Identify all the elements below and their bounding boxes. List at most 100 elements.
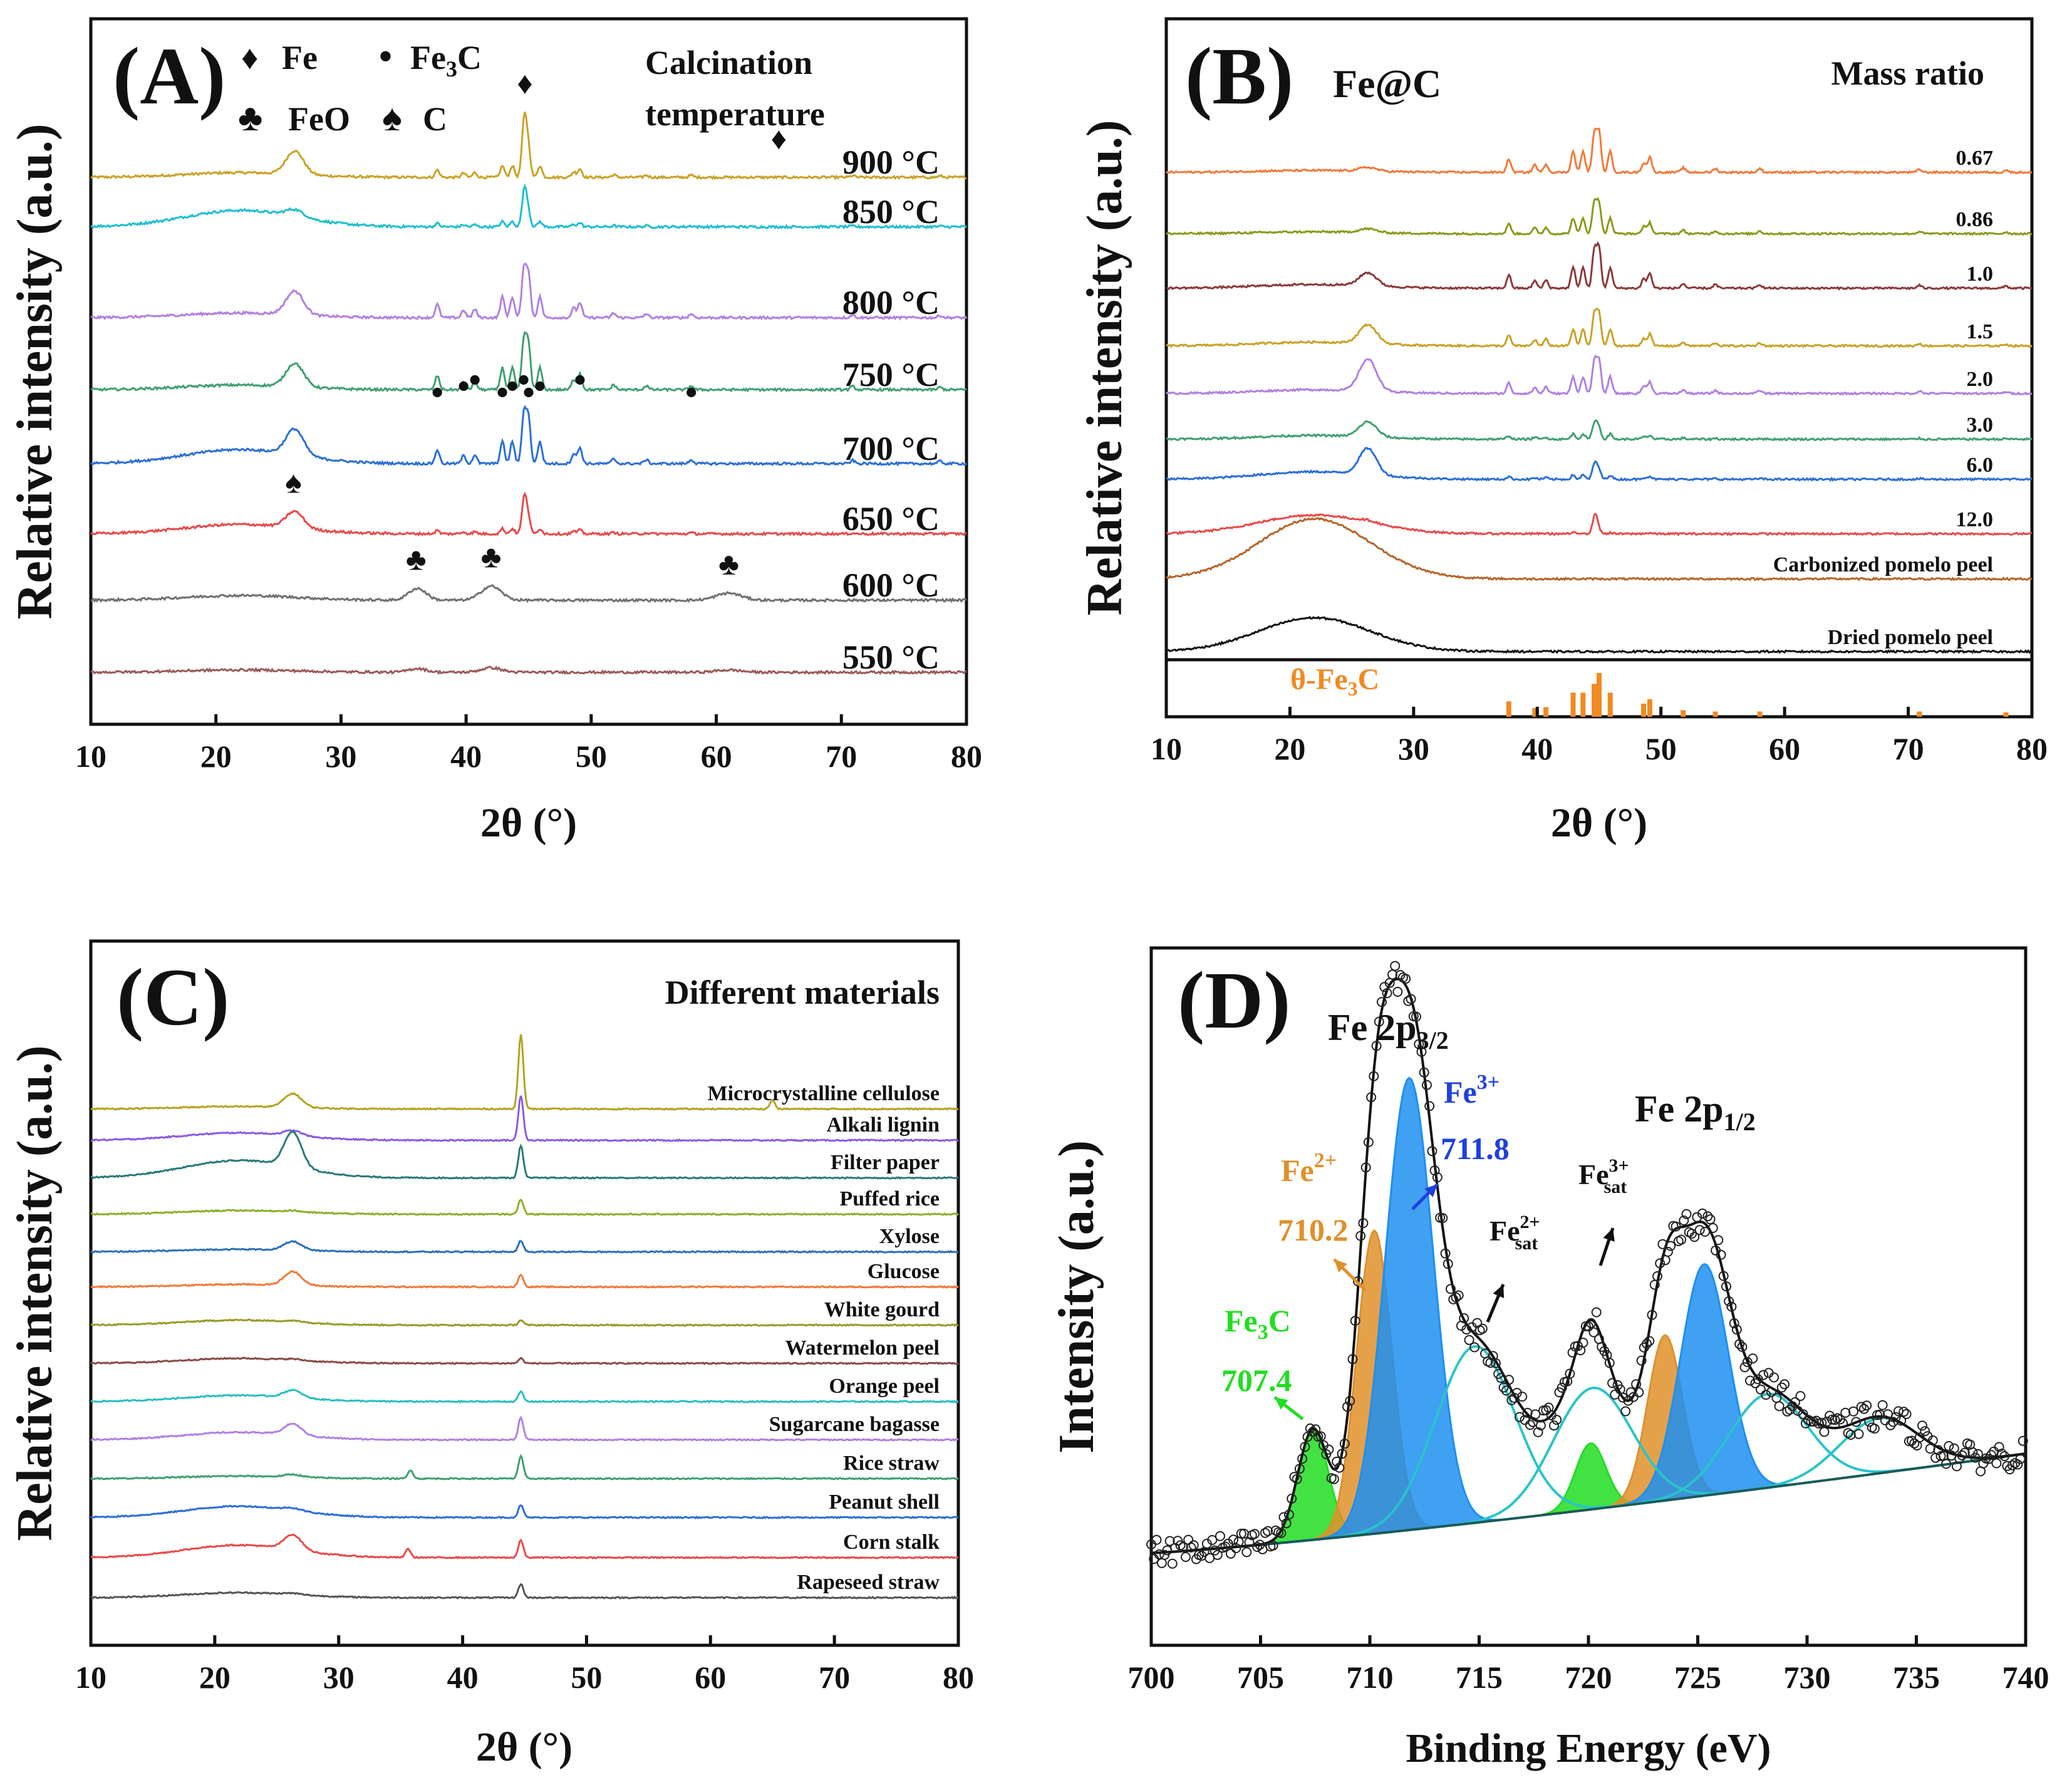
panel-d-data-point <box>1557 1382 1567 1393</box>
panel-c-trace-filter-paper <box>90 1130 959 1180</box>
panel-d-data-point <box>1604 1358 1615 1368</box>
panel-d-xtick-label-2: 710 <box>1347 1660 1394 1695</box>
panel-d-data-point <box>1671 1221 1681 1232</box>
panel-d-data-point <box>1263 1526 1273 1536</box>
panel-d-data-point <box>1959 1447 1970 1458</box>
legend-fe-label: Fe <box>282 39 318 76</box>
panel-d-data-point <box>1377 997 1387 1007</box>
panel-b-series-label-6-0: 6.0 <box>1967 454 1994 477</box>
panel-d-xlabel: Binding Energy (eV) <box>1406 1725 1771 1771</box>
panel-d-data-point <box>1403 996 1414 1006</box>
panel-d-data-point <box>1477 1323 1488 1334</box>
panel-d-data-point <box>1231 1543 1241 1553</box>
panel-d-data-point <box>1424 1101 1435 1111</box>
ref-peak-7 <box>1607 692 1613 717</box>
panel-d-data-point <box>1504 1375 1515 1385</box>
panel-c-trace-microcrystalline-cellulose <box>90 1034 959 1111</box>
panel-d-data-point <box>1748 1353 1758 1364</box>
panel-a-annotation-4: ♣ <box>481 539 502 574</box>
panel-d-fe3-value: 711.8 <box>1441 1131 1510 1166</box>
panel-d-fe3sat-arrow-head <box>1603 1228 1615 1242</box>
panel-d-data-point <box>1334 1462 1345 1473</box>
panel-d-data-point <box>1862 1400 1872 1411</box>
panel-c-title: Different materials <box>665 974 940 1011</box>
panel-d-data-point <box>1795 1391 1806 1402</box>
legend-fe3c-main: Fe <box>410 39 446 76</box>
panel-c-series-label-watermelon-peel: Watermelon peel <box>785 1336 940 1360</box>
legend-feo-label: FeO <box>288 100 350 138</box>
panel-d-data-point <box>2012 1459 2023 1470</box>
panel-d-data-point <box>1811 1415 1821 1426</box>
ref-peak-0 <box>1506 701 1511 717</box>
panel-b-ref-label: θ-Fe3C <box>1290 663 1379 700</box>
panel-d-data-point <box>1769 1372 1779 1383</box>
panel-c-trace-orange-peel <box>90 1388 959 1403</box>
panel-a-annotation-10: • <box>506 367 519 406</box>
panel-d-data-point <box>1541 1405 1551 1415</box>
ref-peak-5 <box>1592 684 1597 717</box>
ref-label-main: θ-Fe <box>1290 663 1348 696</box>
panel-a-trace-850-c <box>90 183 968 230</box>
panel-b-ylabel: Relative intensity (a.u.) <box>1077 120 1132 615</box>
panel-c-series-label-rapeseed-straw: Rapeseed straw <box>797 1571 940 1594</box>
legend-fe-marker: ♦ <box>241 39 259 76</box>
panel-d-data-point <box>1339 1439 1350 1449</box>
panel-d-data-point <box>1580 1321 1591 1331</box>
panel-d-data-point <box>1156 1558 1167 1568</box>
panel-d-data-point <box>1284 1509 1294 1520</box>
panel-d-data-point <box>1151 1534 1162 1545</box>
panel-b-series-label-0-86: 0.86 <box>1956 208 1994 231</box>
panel-b-series-label-1-0: 1.0 <box>1967 263 1994 286</box>
panel-c-label: (C) <box>117 952 229 1043</box>
panel-c-trace-alkali-lignin <box>90 1095 959 1143</box>
panel-d-data-point <box>1530 1409 1541 1420</box>
panel-d-data-point <box>1933 1445 1944 1455</box>
panel-d-data-point <box>1260 1527 1270 1538</box>
legend-c-label: C <box>423 100 447 138</box>
panel-d-data-point <box>1345 1396 1355 1406</box>
panel-d-data-point <box>1250 1529 1260 1539</box>
panel-d-data-point <box>1941 1459 1952 1469</box>
panel-d-fe3c-arrow-head <box>1275 1397 1288 1410</box>
panel-d-data-point <box>1294 1464 1305 1474</box>
panel-b-xtick-label-6: 70 <box>1893 731 1924 766</box>
ref-peak-11 <box>1712 711 1718 717</box>
panel-d-ylabel: Intensity (a.u.) <box>1049 1140 1104 1454</box>
panel-a-xtick-label-6: 70 <box>826 739 857 774</box>
panel-c-xlabel: 2θ (°) <box>476 1724 572 1770</box>
panel-d-data-point <box>1679 1215 1689 1226</box>
panel-a-xtick-label-3: 40 <box>450 739 482 774</box>
panel-d-data-point <box>1525 1420 1535 1430</box>
panel-b-trace-3-0 <box>1166 419 2033 442</box>
panel-a-annotation-6: • <box>431 373 443 412</box>
panel-a-series-label-550-c: 550 °C <box>842 638 940 676</box>
panel-d-data-point <box>1774 1401 1785 1412</box>
panel-c-trace-rice-straw <box>90 1454 959 1481</box>
panel-d-data-point <box>1745 1375 1755 1386</box>
panel-d-data-point <box>1840 1407 1851 1418</box>
panel-d-fe2-value: 710.2 <box>1278 1212 1349 1247</box>
panel-d-data-point <box>1694 1225 1705 1236</box>
panel-b: 0.67 0.86 1.0 1.5 2.0 3.0 6.0 12.0 Carbonized po… <box>1077 17 2048 846</box>
panel-a-series-label-750-c: 750 °C <box>842 356 940 393</box>
panel-a-annotation-8: • <box>469 361 481 400</box>
panel-d-data-point <box>1422 1080 1432 1090</box>
panel-c-series-label-orange-peel: Orange peel <box>829 1375 940 1398</box>
panel-d-fe3c-value: 707.4 <box>1221 1363 1292 1398</box>
panel-a-series-label-800-c: 800 °C <box>842 284 940 321</box>
panel-d-data-point <box>1716 1249 1726 1260</box>
panel-d-data-point <box>1371 1041 1382 1051</box>
panel-c-trace-glucose <box>90 1270 959 1289</box>
panel-d-xtick-label-3: 715 <box>1456 1660 1503 1695</box>
panel-d-data-point <box>1485 1358 1496 1368</box>
panel-d-data-point <box>1355 1231 1366 1241</box>
panel-d-data-point <box>1991 1458 2002 1469</box>
panel-c-frame <box>89 939 960 1647</box>
panel-d-title-2p12: Fe 2p1/2 <box>1635 1088 1756 1136</box>
panel-c-series-label-xylose: Xylose <box>879 1225 940 1248</box>
panel-d-data-point <box>1181 1552 1191 1562</box>
panel-d-data-point <box>1332 1456 1342 1467</box>
panel-d-data-point <box>1241 1547 1252 1558</box>
panel-d-data-point <box>1925 1444 1935 1454</box>
panel-d-data-point <box>1909 1438 1920 1449</box>
